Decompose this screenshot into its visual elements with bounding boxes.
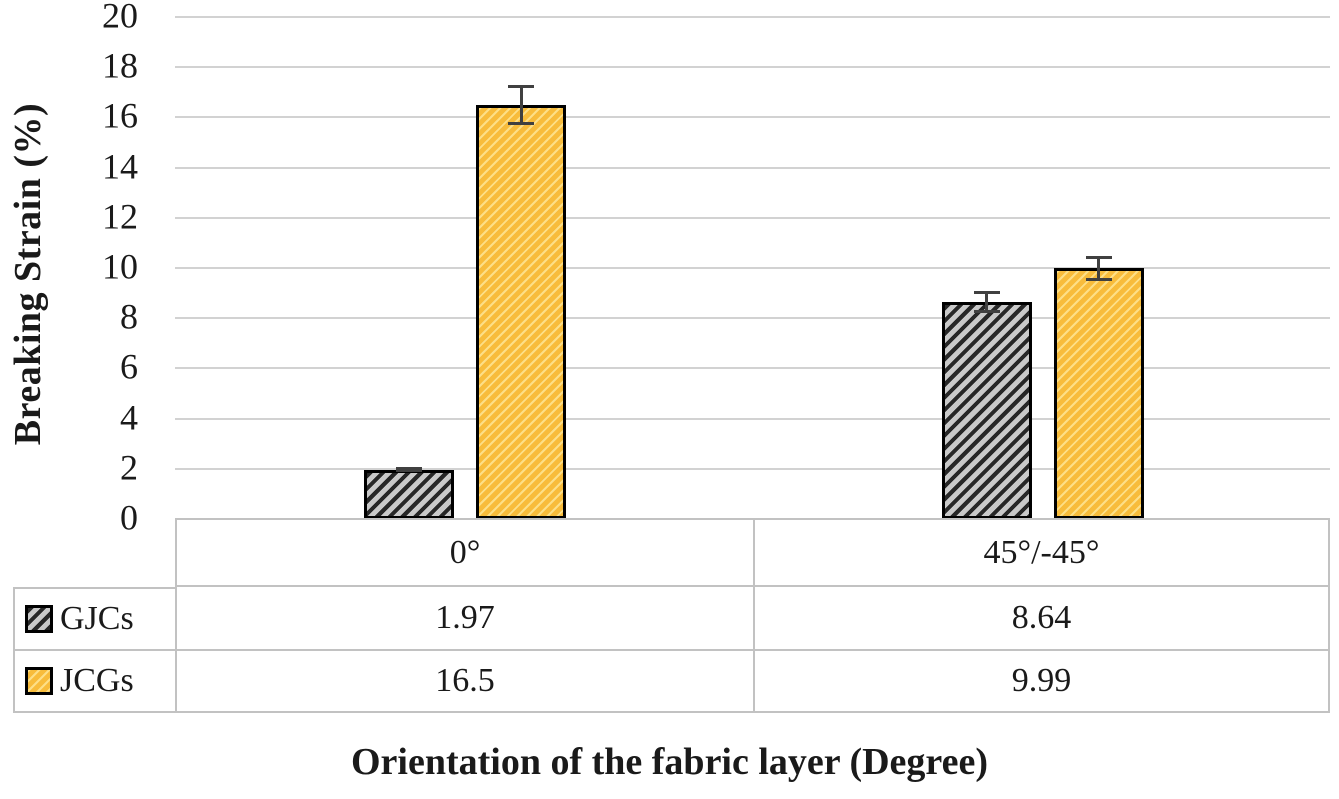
plot-area	[175, 16, 1330, 519]
gridline-y-2	[175, 467, 1330, 470]
gridline-y-20	[175, 16, 1330, 18]
table-value-GJCs-0°: 1.97	[175, 587, 755, 651]
gridline-y-14	[175, 166, 1330, 169]
bar-JCGs-45°/-45°	[1053, 268, 1144, 519]
gridline-y-6	[175, 367, 1330, 370]
table-value-GJCs-45°/-45°: 8.64	[755, 587, 1330, 651]
error-bar-GJCs-45°/-45°	[973, 290, 1000, 314]
legend-label: GJCs	[60, 600, 134, 637]
y-tick-label-12: 12	[102, 196, 138, 237]
error-bar-GJCs-0°	[396, 467, 422, 473]
x-axis-title: Orientation of the fabric layer (Degree)	[350, 741, 988, 783]
gridline-y-8	[175, 317, 1330, 320]
data-table: 0° 45°/-45° GJCs 1.97 8.64 JCGs 16.5 9.99	[13, 518, 1330, 713]
gridline-y-16	[175, 116, 1330, 119]
gridline-y-18	[175, 66, 1330, 69]
y-tick-label-18: 18	[102, 45, 138, 86]
y-tick-label-8: 8	[120, 296, 138, 337]
legend-swatch-JCGs	[25, 667, 53, 695]
legend-entry-JCGs: JCGs	[13, 651, 175, 713]
legend-label: JCGs	[60, 662, 134, 699]
bar-JCGs-0°	[476, 104, 566, 519]
category-label-45°/-45°: 45°/-45°	[755, 518, 1330, 587]
table-value-JCGs-45°/-45°: 9.99	[755, 651, 1330, 713]
table-corner-empty	[13, 518, 175, 587]
y-tick-label-6: 6	[120, 346, 138, 387]
bar-GJCs-45°/-45°	[941, 302, 1032, 519]
legend-swatch-GJCs	[25, 605, 53, 633]
y-tick-label-16: 16	[102, 95, 138, 136]
category-label-0°: 0°	[175, 518, 755, 587]
gridline-y-12	[175, 216, 1330, 219]
y-tick-label-2: 2	[120, 447, 138, 488]
y-tick-label-14: 14	[102, 146, 138, 187]
gridline-y-4	[175, 417, 1330, 420]
y-tick-label-0: 0	[120, 497, 138, 538]
error-bar-JCGs-0°	[508, 84, 534, 125]
gridline-y-10	[175, 267, 1330, 269]
error-bar-JCGs-45°/-45°	[1085, 255, 1112, 281]
y-tick-label-20: 20	[102, 0, 138, 36]
y-tick-label-4: 4	[120, 397, 138, 438]
bar-GJCs-0°	[364, 469, 454, 519]
y-tick-label-10: 10	[102, 246, 138, 287]
table-value-JCGs-0°: 16.5	[175, 651, 755, 713]
legend-entry-GJCs: GJCs	[13, 587, 175, 651]
